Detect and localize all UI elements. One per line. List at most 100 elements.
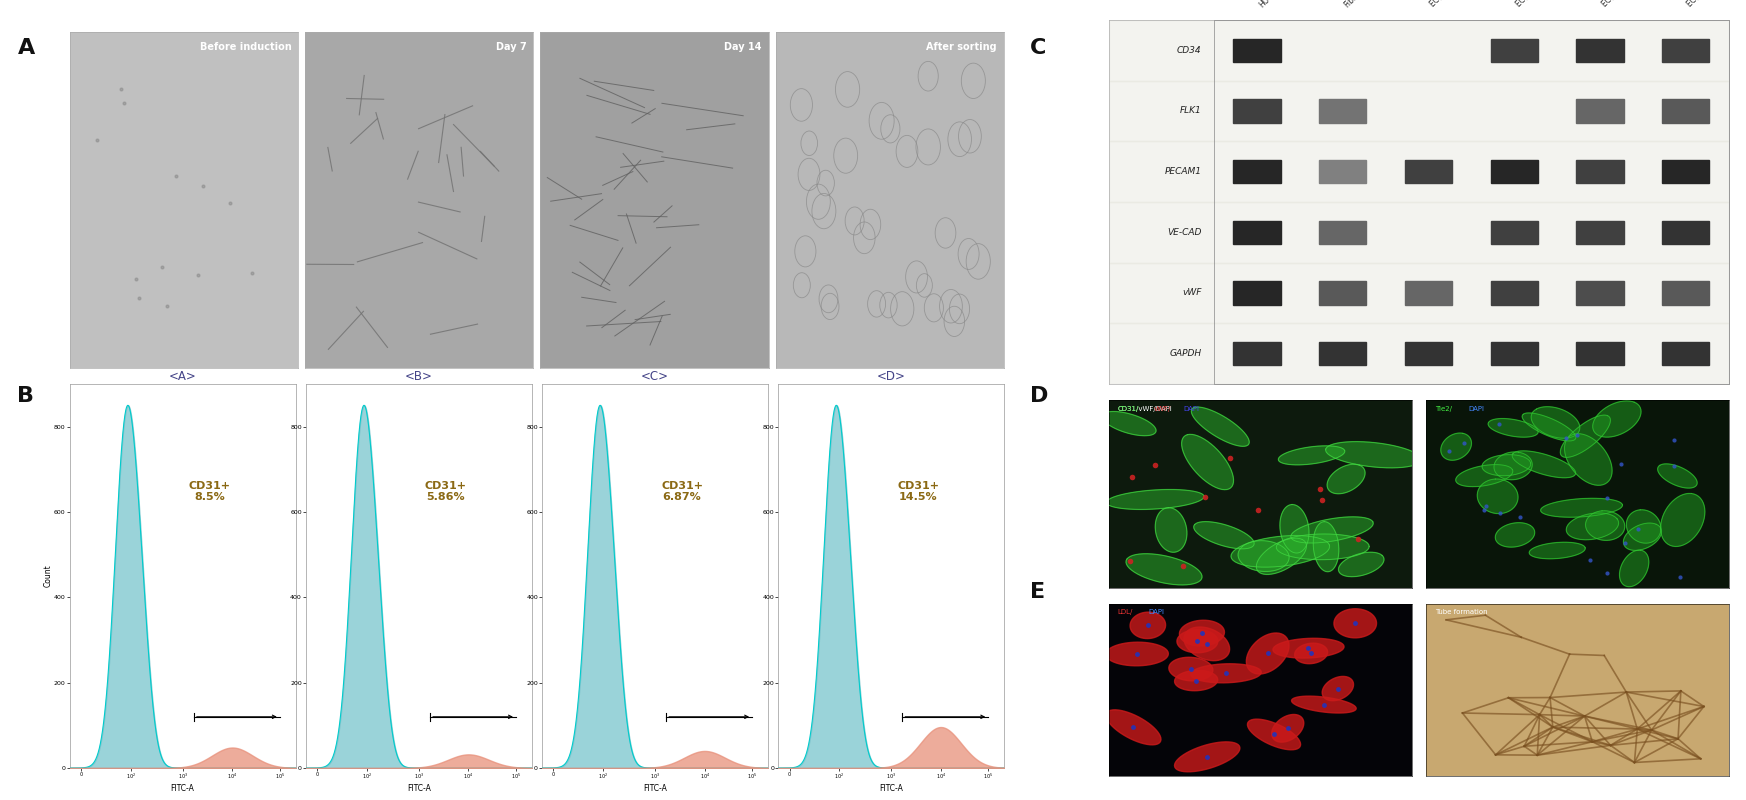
Polygon shape (1620, 550, 1648, 586)
Text: VE-CAD: VE-CAD (1168, 228, 1201, 237)
Bar (1233, 342, 1280, 365)
Polygon shape (1191, 664, 1261, 683)
Polygon shape (1529, 542, 1585, 558)
Bar (1109, 20, 1729, 81)
Bar (1406, 160, 1453, 183)
Title: <D>: <D> (876, 370, 906, 383)
Text: C: C (1030, 38, 1046, 58)
Text: CD31+
5.86%: CD31+ 5.86% (424, 481, 466, 502)
Polygon shape (1175, 670, 1217, 690)
Bar (1577, 282, 1624, 305)
Bar (1662, 282, 1709, 305)
Polygon shape (1523, 413, 1577, 441)
Polygon shape (1257, 538, 1306, 574)
Polygon shape (1482, 454, 1531, 476)
Polygon shape (1238, 541, 1289, 571)
Bar (1233, 160, 1280, 183)
X-axis label: FITC-A: FITC-A (171, 784, 194, 794)
Polygon shape (1107, 490, 1205, 510)
Bar (1320, 160, 1367, 183)
Polygon shape (1477, 479, 1517, 514)
Bar (1233, 99, 1280, 122)
Polygon shape (1657, 464, 1697, 488)
Bar (1662, 221, 1709, 244)
Bar (1577, 39, 1624, 62)
Text: Day 14: Day 14 (725, 42, 761, 52)
Polygon shape (1339, 552, 1385, 577)
Text: D: D (1030, 386, 1049, 406)
Polygon shape (1585, 510, 1626, 540)
Polygon shape (1325, 442, 1421, 468)
Polygon shape (1626, 510, 1660, 543)
Polygon shape (1334, 609, 1376, 638)
Text: LDL/: LDL/ (1117, 609, 1133, 615)
Polygon shape (1180, 620, 1224, 646)
Polygon shape (1177, 630, 1219, 653)
Bar (1662, 99, 1709, 122)
Text: vWF: vWF (1182, 289, 1201, 298)
Polygon shape (1440, 433, 1472, 460)
Text: E: E (1030, 582, 1046, 602)
Polygon shape (1566, 513, 1619, 540)
Polygon shape (1231, 535, 1329, 567)
Bar (1577, 342, 1624, 365)
Text: DAPI: DAPI (1184, 406, 1200, 412)
Text: After sorting: After sorting (927, 42, 997, 52)
Text: EC(Clone 3): EC(Clone 3) (1599, 0, 1638, 9)
Polygon shape (1182, 434, 1233, 490)
Y-axis label: Count: Count (44, 565, 52, 587)
Polygon shape (1247, 633, 1289, 674)
Bar (1233, 221, 1280, 244)
Text: CD34: CD34 (1177, 46, 1201, 55)
Bar (1577, 221, 1624, 244)
Bar (1491, 282, 1538, 305)
Polygon shape (1495, 452, 1533, 480)
Bar (1320, 99, 1367, 122)
Polygon shape (1290, 517, 1374, 543)
Polygon shape (1130, 612, 1166, 638)
Bar (1491, 160, 1538, 183)
Polygon shape (1564, 434, 1612, 486)
Polygon shape (1495, 522, 1535, 547)
Polygon shape (1105, 642, 1168, 666)
Text: Day 7: Day 7 (496, 42, 527, 52)
Polygon shape (1294, 643, 1327, 664)
Text: GAPDH: GAPDH (1170, 349, 1201, 358)
Bar (1109, 202, 1729, 262)
Bar (1320, 221, 1367, 244)
Polygon shape (1292, 696, 1357, 713)
Text: FLK1: FLK1 (1180, 106, 1201, 115)
Bar (1491, 342, 1538, 365)
Title: <C>: <C> (641, 370, 669, 383)
Polygon shape (1531, 406, 1580, 438)
Polygon shape (1168, 658, 1213, 681)
Polygon shape (1456, 465, 1512, 486)
Text: EC(Clone 1): EC(Clone 1) (1428, 0, 1467, 9)
Bar (1233, 282, 1280, 305)
Bar (1109, 262, 1729, 323)
Polygon shape (1280, 505, 1310, 553)
Polygon shape (1488, 418, 1538, 437)
Text: EC(Clone 2): EC(Clone 2) (1514, 0, 1552, 9)
Text: Tube formation: Tube formation (1435, 609, 1488, 615)
Bar (1577, 99, 1624, 122)
Text: CD31/: CD31/ (1117, 406, 1138, 412)
Bar (1662, 39, 1709, 62)
Bar (1491, 221, 1538, 244)
Polygon shape (1247, 719, 1301, 750)
Polygon shape (1191, 407, 1248, 446)
Polygon shape (1313, 522, 1339, 572)
Bar (1662, 342, 1709, 365)
Text: vWF/: vWF/ (1154, 406, 1172, 412)
Bar (1320, 342, 1367, 365)
X-axis label: FITC-A: FITC-A (407, 784, 431, 794)
Polygon shape (1271, 714, 1304, 742)
Text: CD31/vWF/DAPI: CD31/vWF/DAPI (1117, 406, 1173, 412)
Title: <A>: <A> (169, 370, 197, 383)
Text: HUVEC: HUVEC (1257, 0, 1282, 9)
Text: CD31+
14.5%: CD31+ 14.5% (897, 481, 939, 502)
Bar (1109, 142, 1729, 202)
Polygon shape (1540, 498, 1622, 518)
Polygon shape (1561, 415, 1610, 458)
Polygon shape (1278, 446, 1344, 465)
